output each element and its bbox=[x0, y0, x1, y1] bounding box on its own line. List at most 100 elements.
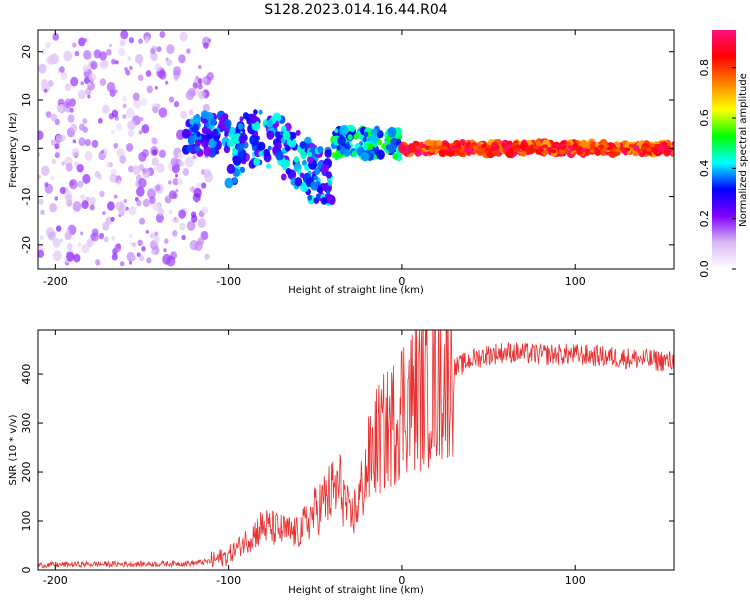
snr-x-tick-label: 100 bbox=[565, 574, 586, 587]
spectrogram-cell bbox=[524, 146, 531, 151]
spectrogram-cell bbox=[149, 232, 155, 239]
spectrogram-cell bbox=[258, 109, 263, 115]
spectrogram-cell bbox=[310, 181, 319, 191]
spectrogram-cell bbox=[361, 151, 370, 162]
spectrogram-cell bbox=[520, 144, 527, 149]
spectrogram-cell bbox=[127, 56, 131, 61]
spectrogram-cell bbox=[654, 143, 661, 148]
spectrogram-cell bbox=[63, 50, 73, 62]
spectrogram-cell bbox=[223, 145, 231, 154]
spectrogram-cell bbox=[168, 180, 172, 185]
spectrogram-cell bbox=[74, 50, 80, 57]
spectrogram-x-tick-label: 100 bbox=[565, 275, 586, 288]
spectrogram-cell bbox=[295, 129, 301, 136]
spectrogram-cell bbox=[350, 126, 356, 133]
spectrogram-cell bbox=[282, 164, 287, 171]
spectrogram-cell bbox=[85, 79, 90, 84]
spectrogram-cell bbox=[106, 48, 112, 56]
spectrogram-cell bbox=[70, 123, 78, 133]
spectrogram-cell bbox=[249, 134, 259, 146]
spectrogram-cell bbox=[146, 257, 152, 264]
spectrogram-cell bbox=[624, 147, 631, 152]
spectrogram-cell bbox=[82, 173, 91, 184]
spectrogram-cell bbox=[39, 235, 44, 241]
spectrogram-cell bbox=[110, 216, 115, 222]
spectrogram-cell bbox=[159, 31, 166, 39]
spectrogram-cell bbox=[168, 209, 173, 215]
spectrogram-cell bbox=[40, 209, 45, 216]
spectrogram-cell bbox=[181, 234, 186, 241]
spectrogram-cell bbox=[285, 167, 292, 175]
spectrogram-cell bbox=[237, 122, 244, 130]
spectrogram-cell bbox=[170, 157, 179, 167]
spectrogram-y-tick-label: -10 bbox=[20, 188, 33, 206]
spectrogram-cell bbox=[109, 163, 113, 168]
spectrogram-cell bbox=[115, 60, 119, 65]
spectrogram-cell bbox=[175, 217, 180, 223]
spectrogram-cell bbox=[366, 142, 374, 151]
spectrogram-cell bbox=[442, 146, 449, 151]
spectrogram-cell bbox=[455, 145, 464, 156]
spectrogram-cell bbox=[45, 41, 51, 49]
spectrogram-cell bbox=[59, 238, 64, 243]
spectrogram-cell bbox=[52, 32, 59, 41]
spectrogram-cell bbox=[315, 193, 321, 200]
spectrogram-cell bbox=[572, 143, 579, 148]
spectrogram-cell bbox=[158, 70, 167, 80]
spectrogram-cell bbox=[73, 253, 81, 263]
spectrogram-cell bbox=[59, 186, 66, 195]
spectrogram-cell bbox=[224, 177, 234, 189]
spectrogram-cell bbox=[307, 155, 314, 164]
spectrogram-cell bbox=[632, 146, 639, 151]
spectrogram-cell bbox=[142, 198, 150, 208]
spectrogram-cell bbox=[242, 112, 249, 120]
spectrogram-cell bbox=[87, 94, 91, 99]
spectrogram-cell bbox=[455, 143, 462, 148]
spectrogram-cell bbox=[88, 72, 97, 82]
spectrogram-cell bbox=[128, 165, 134, 173]
spectrogram-cell bbox=[362, 136, 367, 143]
spectrogram-cell bbox=[541, 144, 548, 149]
spectrogram-cell bbox=[50, 175, 55, 181]
spectrogram-cell bbox=[102, 211, 106, 216]
spectrogram-cell bbox=[165, 57, 169, 61]
spectrogram-cell bbox=[47, 55, 56, 65]
spectrogram-cell bbox=[376, 149, 385, 160]
spectrogram-cell bbox=[300, 151, 307, 160]
spectrogram-cell bbox=[72, 139, 77, 144]
spectrogram-cell bbox=[263, 148, 270, 157]
spectrogram-cell bbox=[546, 147, 553, 152]
spectrogram-cell bbox=[77, 242, 82, 247]
spectrogram-cell bbox=[658, 146, 665, 151]
spectrogram-cell bbox=[180, 110, 188, 119]
spectrogram-cell bbox=[472, 145, 479, 150]
spectrogram-cell bbox=[59, 134, 66, 142]
spectrogram-cell bbox=[102, 60, 109, 67]
spectrogram-cell bbox=[164, 238, 169, 244]
spectrogram-cell bbox=[151, 157, 159, 166]
spectrogram-cell bbox=[395, 129, 402, 138]
spectrogram-cell bbox=[59, 66, 65, 73]
spectrogram-cell bbox=[351, 150, 358, 158]
spectrogram-cell bbox=[236, 142, 245, 152]
spectrogram-cell bbox=[232, 155, 239, 163]
spectrogram-cell bbox=[593, 148, 600, 153]
snr-y-tick-label: 100 bbox=[20, 511, 33, 532]
spectrogram-cell bbox=[324, 149, 332, 158]
spectrogram-cell bbox=[204, 253, 210, 260]
spectrogram-cell bbox=[203, 42, 209, 49]
spectrogram-cell bbox=[363, 144, 368, 151]
spectrogram-cell bbox=[154, 231, 159, 237]
spectrogram-cell bbox=[72, 201, 82, 212]
spectrogram-cell bbox=[44, 88, 48, 93]
spectrogram-cell bbox=[91, 228, 99, 237]
spectrogram-cell bbox=[109, 173, 117, 183]
spectrogram-cell bbox=[344, 143, 351, 151]
spectrogram-cell bbox=[57, 103, 66, 114]
spectrogram-cell bbox=[420, 144, 427, 149]
spectrogram-cell bbox=[628, 143, 635, 148]
spectrogram-cell bbox=[363, 131, 369, 138]
spectrogram-cell bbox=[179, 222, 186, 231]
spectrogram-cell bbox=[186, 220, 196, 231]
